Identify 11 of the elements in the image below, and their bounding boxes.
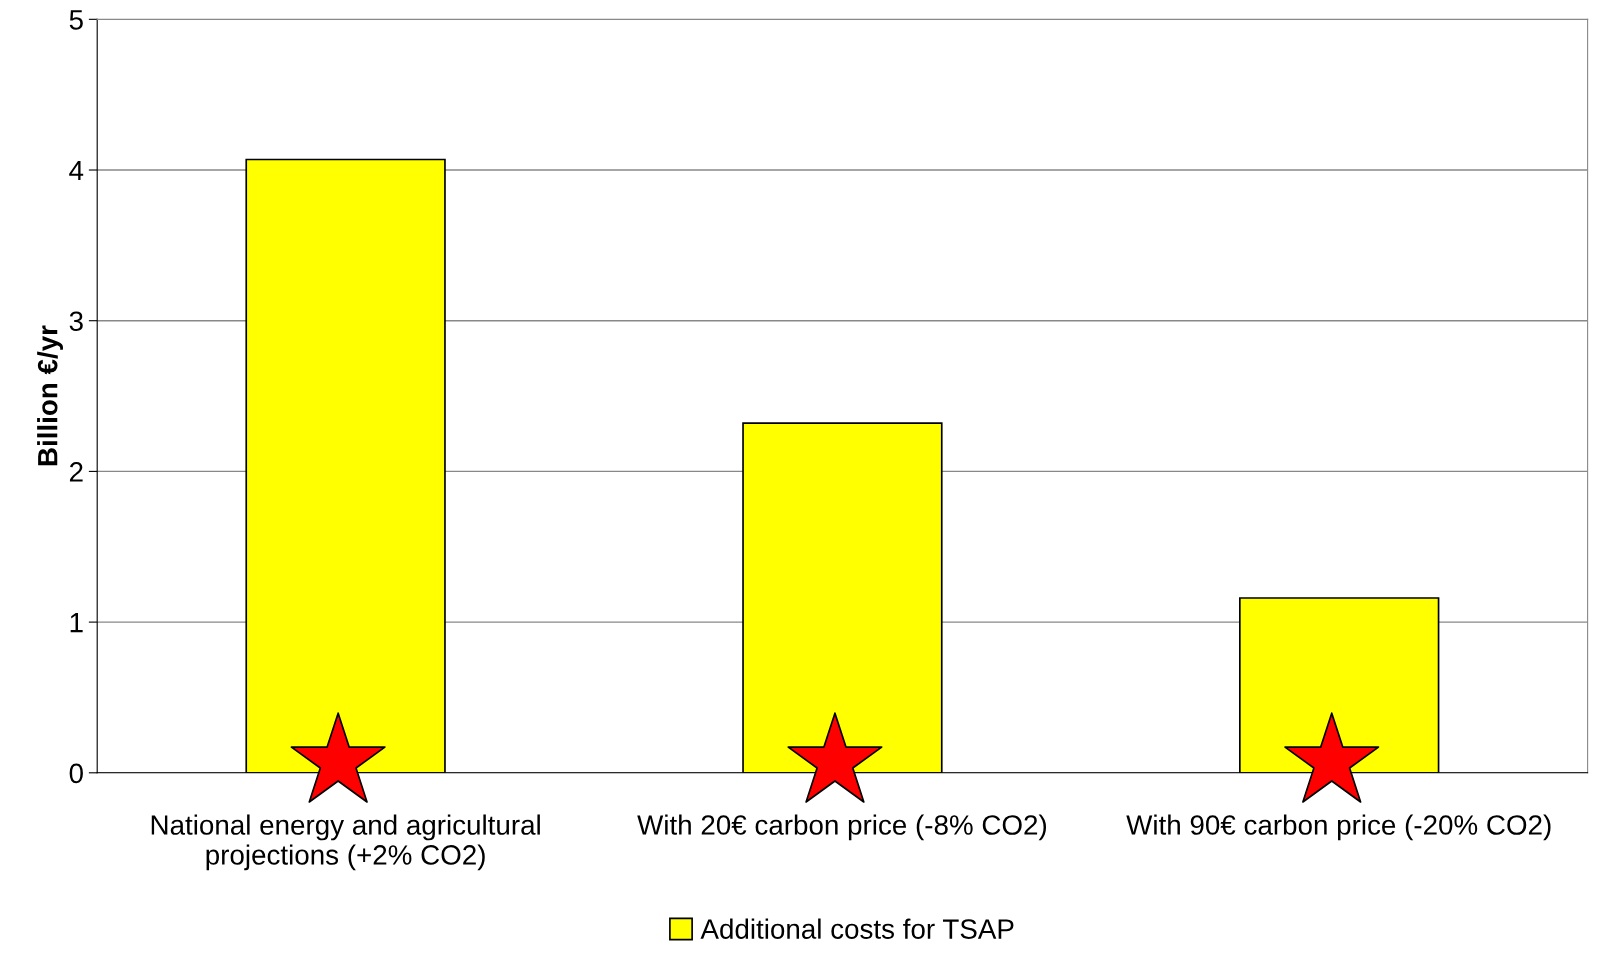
y-tick-label: 1 bbox=[70, 613, 83, 633]
y-tick-label: 4 bbox=[69, 160, 84, 181]
y-tick-label: 5 bbox=[69, 10, 83, 30]
y-axis-title: Billion €/yr bbox=[37, 325, 63, 466]
x-tick-label: With 90€ carbon price (-20% CO2) bbox=[1126, 814, 1551, 841]
y-tick-label: 2 bbox=[69, 462, 83, 482]
y-tick-label: 3 bbox=[69, 311, 83, 332]
legend-label: Additional costs for TSAP bbox=[700, 918, 1014, 939]
x-tick-label: With 20€ carbon price (-8% CO2) bbox=[637, 814, 1047, 841]
y-tick-label: 0 bbox=[69, 763, 83, 784]
x-tick-label: National energy and agricultural projections (+2% CO2) bbox=[151, 814, 540, 871]
